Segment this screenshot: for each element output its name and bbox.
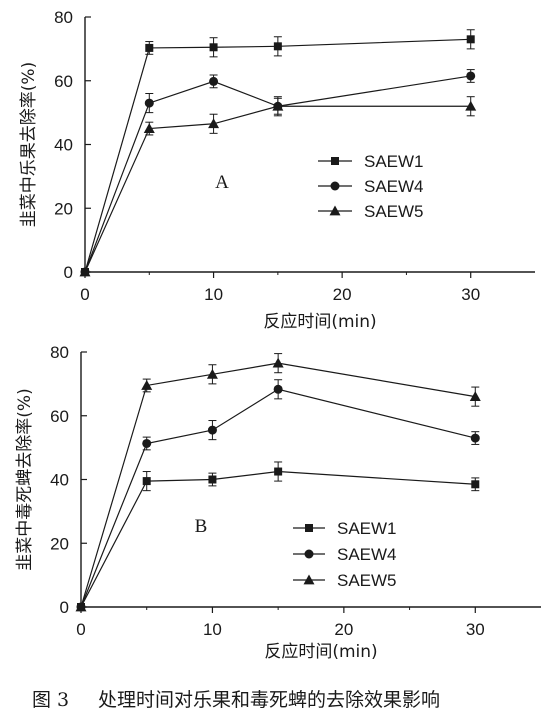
x-tick-label: 0	[76, 620, 85, 639]
legend-item: SAEW5	[318, 202, 424, 221]
data-point	[274, 467, 283, 476]
data-point	[272, 357, 284, 368]
series-saew5	[75, 353, 481, 612]
y-axis-title: 韭菜中毒死蜱去除率(%)	[15, 388, 35, 570]
data-point	[208, 475, 217, 484]
data-point	[465, 100, 477, 111]
series-line	[80, 470, 476, 608]
legend-item: SAEW5	[293, 571, 397, 590]
legend-marker-icon	[329, 205, 341, 216]
x-tick-label: 10	[204, 285, 223, 304]
y-tick-label: 40	[54, 136, 73, 155]
legend-label: SAEW5	[337, 571, 397, 590]
legend-label: SAEW5	[364, 202, 424, 221]
x-tick-label: 20	[333, 285, 352, 304]
data-point	[145, 43, 154, 52]
data-point	[206, 368, 218, 379]
series-saew1	[77, 461, 480, 611]
data-point	[466, 35, 475, 44]
x-axis-title: 反应时间(min)	[263, 312, 376, 332]
data-point	[469, 391, 481, 402]
y-tick-label: 20	[50, 534, 69, 553]
y-tick-label: 80	[50, 343, 69, 362]
data-point	[141, 379, 153, 390]
x-tick-label: 30	[466, 620, 485, 639]
legend-label: SAEW4	[337, 545, 397, 564]
data-point	[143, 123, 155, 133]
series-line	[80, 388, 476, 608]
data-point	[142, 438, 152, 448]
data-point	[207, 425, 217, 435]
caption-text: 处理时间对乐果和毒死蜱的去除效果影响	[98, 689, 440, 711]
legend-item: SAEW4	[318, 177, 424, 196]
y-tick-label: 80	[54, 8, 73, 27]
caption-number: 图 3	[32, 689, 69, 711]
series-line	[80, 362, 476, 608]
legend-marker-icon	[331, 157, 339, 165]
data-point	[209, 76, 219, 86]
data-point	[272, 100, 284, 111]
legend-marker-icon	[304, 549, 314, 559]
y-tick-label: 60	[54, 72, 73, 91]
y-tick-label: 40	[50, 471, 69, 490]
y-axis-title: 韭菜中乐果去除率(%)	[19, 62, 39, 227]
chart-panel-a: 0 20 40 60 80 0 10 20 30 反应时间(min) 韭菜中乐果去除率(%) A SAE…	[19, 8, 535, 332]
data-point	[470, 433, 480, 443]
data-point	[466, 71, 476, 81]
series-saew4	[76, 379, 480, 612]
data-point	[79, 266, 91, 277]
chart-panel-b: 0 20 40 60 80 0 10 20 30 反应时间(min) 韭菜中毒死蜱去除率(%) B SA…	[15, 343, 541, 662]
y-tick-label: 20	[54, 199, 73, 218]
series-saew5	[79, 96, 477, 277]
legend-marker-icon	[330, 181, 340, 191]
data-point	[273, 384, 283, 394]
legend-label: SAEW1	[364, 152, 424, 171]
panel-label: B	[195, 516, 208, 537]
data-point	[208, 118, 220, 129]
legend-marker-icon	[303, 574, 315, 585]
x-tick-label: 0	[80, 285, 89, 304]
series-saew1	[81, 29, 475, 276]
legend-item: SAEW1	[293, 519, 397, 538]
data-point	[209, 43, 218, 52]
y-tick-label: 60	[50, 407, 69, 426]
data-point	[142, 477, 151, 486]
figure-caption: 图 3 处理时间对乐果和毒死蜱的去除效果影响	[32, 689, 440, 711]
legend-label: SAEW4	[364, 177, 424, 196]
data-point	[144, 98, 154, 108]
x-tick-label: 10	[203, 620, 222, 639]
panel-label: A	[215, 172, 229, 193]
y-tick-label: 0	[60, 598, 69, 617]
x-tick-label: 20	[334, 620, 353, 639]
data-point	[75, 601, 87, 612]
legend-item: SAEW4	[293, 545, 397, 564]
legend-item: SAEW1	[318, 152, 424, 171]
x-tick-label: 30	[461, 285, 480, 304]
data-point	[273, 42, 282, 51]
data-point	[471, 480, 480, 489]
y-tick-label: 0	[64, 263, 73, 282]
x-axis-title: 反应时间(min)	[264, 642, 377, 662]
legend-marker-icon	[305, 524, 313, 532]
legend-label: SAEW1	[337, 519, 397, 538]
